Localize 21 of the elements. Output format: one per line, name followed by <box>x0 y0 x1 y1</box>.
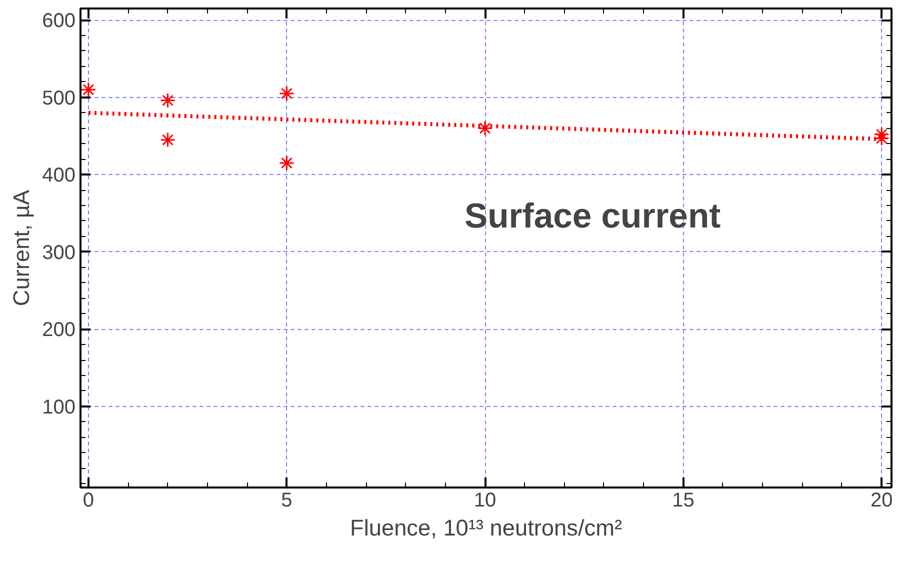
x-tick-label: 0 <box>82 490 94 512</box>
x-tick-label: 20 <box>870 490 893 512</box>
point <box>278 155 294 171</box>
point <box>477 120 493 136</box>
point <box>160 92 176 108</box>
annotation: Surface current <box>464 198 722 236</box>
point <box>160 132 176 148</box>
y-tick-label: 100 <box>42 396 76 418</box>
x-tick-label: 15 <box>672 490 694 512</box>
y-tick-label: 500 <box>42 87 76 110</box>
y-tick-label: 400 <box>42 164 76 187</box>
y-tick-label: 200 <box>42 319 76 342</box>
y-tick-label: 600 <box>42 10 76 32</box>
x-tick-label: 10 <box>474 490 496 512</box>
y-tick-label: 300 <box>42 242 76 264</box>
y-axis-title: Current, µA <box>8 188 34 306</box>
point <box>80 82 96 98</box>
x-tick-label: 5 <box>281 490 292 512</box>
point <box>278 86 294 102</box>
point <box>874 126 890 142</box>
x-axis-title: Fluence, 10¹³ neutrons/cm² <box>350 514 622 540</box>
